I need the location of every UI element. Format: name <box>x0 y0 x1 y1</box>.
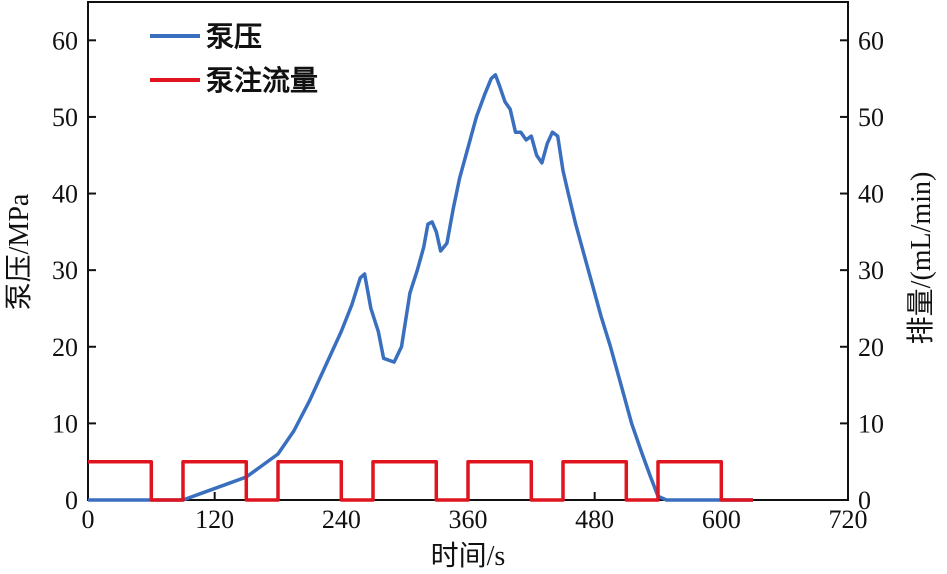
y-left-axis-ticks: 0 10 20 30 40 50 60 <box>52 26 96 515</box>
y-right-tick-label: 60 <box>858 26 884 55</box>
y-left-tick-label: 10 <box>52 409 78 438</box>
y-right-tick-label: 50 <box>858 103 884 132</box>
y-left-tick-label: 60 <box>52 26 78 55</box>
x-axis-ticks: 0 120 240 360 480 600 720 <box>82 492 868 534</box>
series-line-pump-pressure <box>88 73 753 502</box>
y-left-tick-label: 0 <box>65 486 78 515</box>
x-tick-label: 480 <box>575 505 614 534</box>
y-right-axis-ticks: 0 10 20 30 40 50 60 <box>840 26 884 515</box>
x-tick-label: 120 <box>195 505 234 534</box>
y-left-tick-label: 50 <box>52 103 78 132</box>
legend-label-pump-pressure: 泵压 <box>206 22 262 53</box>
y-right-axis-label: 排量/(mL/min) <box>905 172 937 345</box>
legend-label-injection-rate: 泵注流量 <box>206 64 318 97</box>
y-right-tick-label: 10 <box>858 409 884 438</box>
x-tick-label: 240 <box>322 505 361 534</box>
plot-frame <box>87 1 849 501</box>
y-right-tick-label: 30 <box>858 256 884 285</box>
legend: 泵压 泵注流量 <box>150 22 318 97</box>
x-tick-label: 720 <box>829 505 868 534</box>
x-tick-label: 0 <box>82 505 95 534</box>
y-left-axis-label: 泵压/MPa <box>4 193 35 310</box>
y-right-tick-label: 20 <box>858 333 884 362</box>
y-right-tick-label: 0 <box>858 486 871 515</box>
series-line-injection-rate <box>88 459 753 502</box>
x-tick-label: 360 <box>449 505 488 534</box>
y-right-tick-label: 40 <box>858 180 884 209</box>
x-axis-label: 时间/s <box>431 540 506 572</box>
series-layer <box>88 73 753 502</box>
y-left-tick-label: 40 <box>52 180 78 209</box>
y-left-tick-label: 20 <box>52 333 78 362</box>
x-tick-label: 600 <box>702 505 741 534</box>
y-left-tick-label: 30 <box>52 256 78 285</box>
